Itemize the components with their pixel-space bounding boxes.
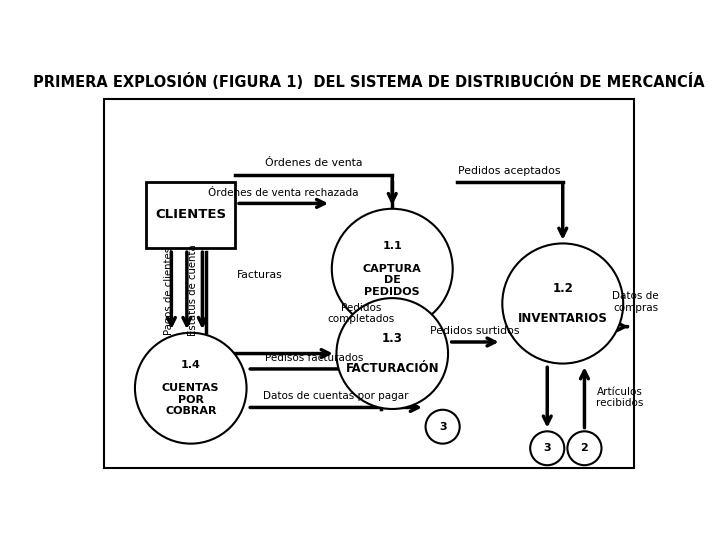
Circle shape — [135, 333, 246, 444]
Text: Estatus de cuenta: Estatus de cuenta — [188, 245, 198, 336]
Text: Datos de cuentas por pagar: Datos de cuentas por pagar — [264, 392, 409, 401]
Text: Órdenes de venta rechazada: Órdenes de venta rechazada — [208, 188, 359, 198]
Text: Pedisos facturados: Pedisos facturados — [265, 353, 363, 363]
Text: 3: 3 — [544, 443, 551, 453]
Text: 1.1

CAPTURA
DE
PEDIDOS: 1.1 CAPTURA DE PEDIDOS — [363, 241, 422, 297]
Text: Facturas: Facturas — [238, 269, 283, 280]
Bar — [146, 182, 235, 248]
Text: Pedidos aceptados: Pedidos aceptados — [459, 166, 561, 176]
Text: Pagos de clientes: Pagos de clientes — [164, 247, 174, 335]
Text: Artículos
recibidos: Artículos recibidos — [596, 387, 644, 408]
Text: Pedidos surtidos: Pedidos surtidos — [431, 326, 520, 336]
Text: CLIENTES: CLIENTES — [156, 208, 226, 221]
Circle shape — [503, 244, 624, 363]
Circle shape — [426, 410, 459, 444]
Text: 1.4

CUENTAS
POR
COBRAR: 1.4 CUENTAS POR COBRAR — [162, 360, 220, 416]
Text: 1.3

FACTURACIÓN: 1.3 FACTURACIÓN — [346, 332, 439, 375]
Text: Datos de
compras: Datos de compras — [612, 291, 659, 313]
Text: 3: 3 — [438, 422, 446, 431]
Text: PRIMERA EXPLOSIÓN (FIGURA 1)  DEL SISTEMA DE DISTRIBUCIÓN DE MERCANCÍA: PRIMERA EXPLOSIÓN (FIGURA 1) DEL SISTEMA… — [33, 73, 705, 90]
Circle shape — [336, 298, 448, 409]
Circle shape — [332, 209, 453, 329]
Circle shape — [567, 431, 601, 465]
Text: 1.2

INVENTARIOS: 1.2 INVENTARIOS — [518, 282, 608, 325]
Circle shape — [530, 431, 564, 465]
Text: 2: 2 — [580, 443, 588, 453]
Text: Órdenes de venta: Órdenes de venta — [265, 158, 363, 168]
Text: Pedidos
completados: Pedidos completados — [328, 303, 395, 325]
Bar — [104, 99, 634, 468]
